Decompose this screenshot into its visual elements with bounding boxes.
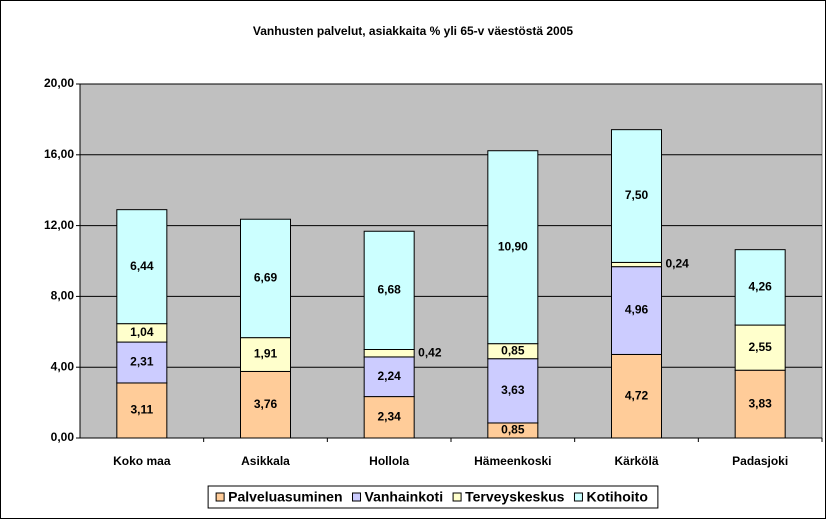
y-tick-label: 0,00 bbox=[51, 430, 75, 444]
bar-segment bbox=[734, 249, 786, 326]
legend-label: Kotihoito bbox=[586, 489, 647, 505]
data-label: 0,42 bbox=[418, 345, 442, 359]
bar-segment bbox=[487, 150, 539, 345]
x-tick-label: Padasjoki bbox=[732, 454, 788, 468]
bar-segment bbox=[240, 218, 291, 339]
bar-segment bbox=[363, 230, 415, 351]
data-label: 2,55 bbox=[748, 340, 772, 354]
data-label: 1,04 bbox=[130, 325, 154, 339]
data-label: 6,68 bbox=[377, 283, 401, 297]
bar-segment bbox=[363, 349, 415, 358]
data-label: 0,24 bbox=[666, 257, 690, 271]
data-label: 3,63 bbox=[501, 383, 525, 397]
bar-segment bbox=[611, 129, 662, 263]
y-tick-label: 4,00 bbox=[51, 359, 75, 373]
data-label: 0,85 bbox=[501, 423, 525, 437]
bar-segment bbox=[611, 353, 662, 439]
data-label: 4,72 bbox=[625, 388, 649, 402]
data-label: 3,83 bbox=[748, 396, 772, 410]
data-label: 7,50 bbox=[625, 188, 649, 202]
bar-segment bbox=[240, 370, 291, 439]
data-label: 4,26 bbox=[748, 280, 772, 294]
legend-label: Palveluasuminen bbox=[228, 489, 342, 505]
data-label: 1,91 bbox=[254, 347, 278, 361]
x-tick-label: Koko maa bbox=[113, 454, 171, 468]
x-tick-label: Asikkala bbox=[241, 454, 290, 468]
data-label: 10,90 bbox=[498, 239, 528, 253]
chart-title: Vanhusten palvelut, asiakkaita % yli 65-… bbox=[253, 24, 573, 38]
bar-segment bbox=[734, 324, 786, 371]
y-tick-label: 20,00 bbox=[44, 76, 74, 90]
bar-segment bbox=[611, 261, 662, 268]
data-label: 2,24 bbox=[377, 369, 401, 383]
bar-segment bbox=[734, 369, 786, 439]
legend-swatch bbox=[352, 492, 362, 502]
data-label: 6,44 bbox=[130, 259, 154, 273]
data-label: 3,11 bbox=[130, 403, 153, 417]
bar-segment bbox=[363, 396, 415, 439]
bar-segment bbox=[116, 382, 168, 439]
y-tick-label: 8,00 bbox=[51, 289, 75, 303]
data-label: 2,31 bbox=[130, 355, 154, 369]
legend-label: Terveyskeskus bbox=[465, 489, 565, 505]
x-tick-label: Hollola bbox=[369, 454, 409, 468]
bar-segment bbox=[116, 341, 168, 384]
plot-area bbox=[79, 83, 823, 439]
legend-frame bbox=[207, 485, 659, 509]
data-label: 6,69 bbox=[254, 271, 278, 285]
bar-segment bbox=[611, 266, 662, 355]
data-label: 0,85 bbox=[501, 343, 525, 357]
legend-label: Vanhainkoti bbox=[365, 489, 444, 505]
x-tick-label: Kärkölä bbox=[614, 454, 658, 468]
legend-swatch bbox=[215, 492, 225, 502]
data-label: 4,96 bbox=[625, 303, 649, 317]
legend-swatch bbox=[452, 492, 462, 502]
bar-segment bbox=[116, 209, 168, 325]
data-label: 3,76 bbox=[254, 397, 278, 411]
legend-swatch bbox=[573, 492, 583, 502]
y-tick-label: 16,00 bbox=[44, 147, 74, 161]
data-label: 2,34 bbox=[377, 409, 401, 423]
bar-segment bbox=[240, 337, 291, 372]
y-tick-label: 12,00 bbox=[44, 218, 74, 232]
x-tick-label: Hämeenkoski bbox=[474, 454, 551, 468]
legend: Palveluasuminen Vanhainkoti Terveyskeskus K… bbox=[207, 485, 659, 509]
